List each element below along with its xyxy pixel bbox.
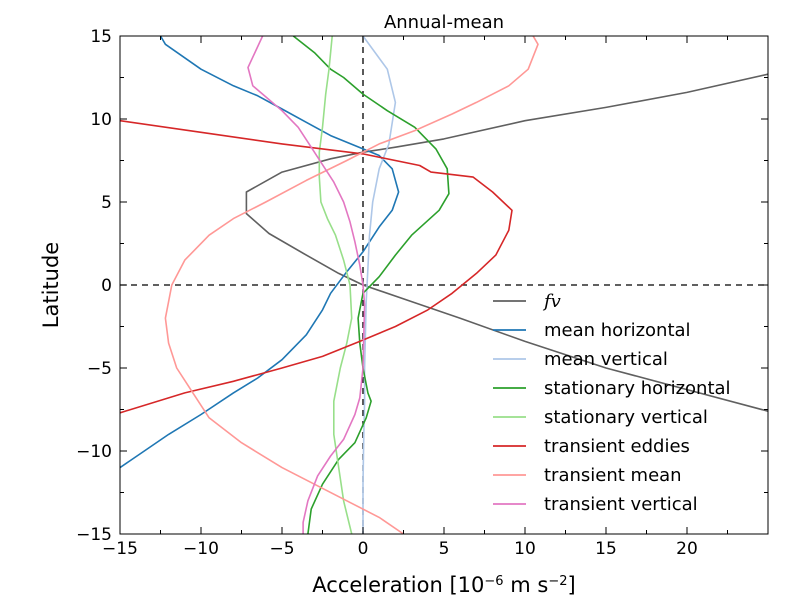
x-tick-label: 20 — [676, 539, 698, 559]
series-layer — [120, 36, 768, 534]
x-axis-title: Acceleration [10−6 m s−2] — [312, 573, 575, 597]
x-axis-title-text: Acceleration [10 — [312, 573, 484, 597]
y-tick-label: 0 — [101, 276, 112, 296]
legend-label: stationary vertical — [544, 407, 708, 428]
series-line-5 — [318, 36, 353, 534]
x-axis-title-units-exponent: −2 — [548, 574, 567, 589]
x-tick-label: −15 — [102, 539, 138, 559]
series-line-1 — [245, 73, 768, 412]
x-axis-title-exponent: −6 — [484, 574, 503, 589]
legend-label: transient vertical — [544, 494, 698, 515]
y-tick-label: −5 — [87, 359, 112, 379]
x-tick-label: −10 — [183, 539, 219, 559]
y-axis: −15 −10 −5 0 5 10 15 — [76, 27, 768, 545]
y-tick-label: −10 — [76, 442, 112, 462]
y-tick-label: 15 — [90, 27, 112, 47]
y-tick-label: −15 — [76, 525, 112, 545]
series-line-4 — [292, 36, 450, 534]
series-line-6 — [120, 119, 513, 414]
x-axis-title-units: m s — [504, 573, 549, 597]
x-tick-label: 15 — [595, 539, 617, 559]
legend: fv mean horizontal mean vertical stationary… — [493, 291, 731, 515]
x-tick-label: 10 — [514, 539, 536, 559]
y-tick-label: 10 — [90, 110, 112, 130]
legend-label: transient eddies — [544, 436, 690, 457]
legend-label: mean vertical — [544, 349, 668, 370]
series-line-8 — [247, 36, 366, 534]
y-axis-title: Latitude — [39, 242, 63, 328]
x-axis: −15 −10 −5 0 5 10 15 20 — [102, 36, 728, 559]
chart-title: Annual-mean — [384, 12, 504, 33]
legend-label: mean horizontal — [544, 320, 691, 341]
x-tick-label: 5 — [439, 539, 450, 559]
legend-label: transient mean — [544, 465, 682, 486]
x-tick-label: 0 — [358, 539, 369, 559]
x-tick-label: −5 — [269, 539, 294, 559]
legend-label: fv — [542, 291, 561, 312]
series-line-2 — [120, 36, 400, 469]
series-line-7 — [164, 36, 539, 534]
x-axis-title-close: ] — [567, 573, 575, 597]
y-tick-label: 5 — [101, 193, 112, 213]
reference-lines — [120, 36, 768, 534]
legend-label: stationary horizontal — [544, 378, 731, 399]
